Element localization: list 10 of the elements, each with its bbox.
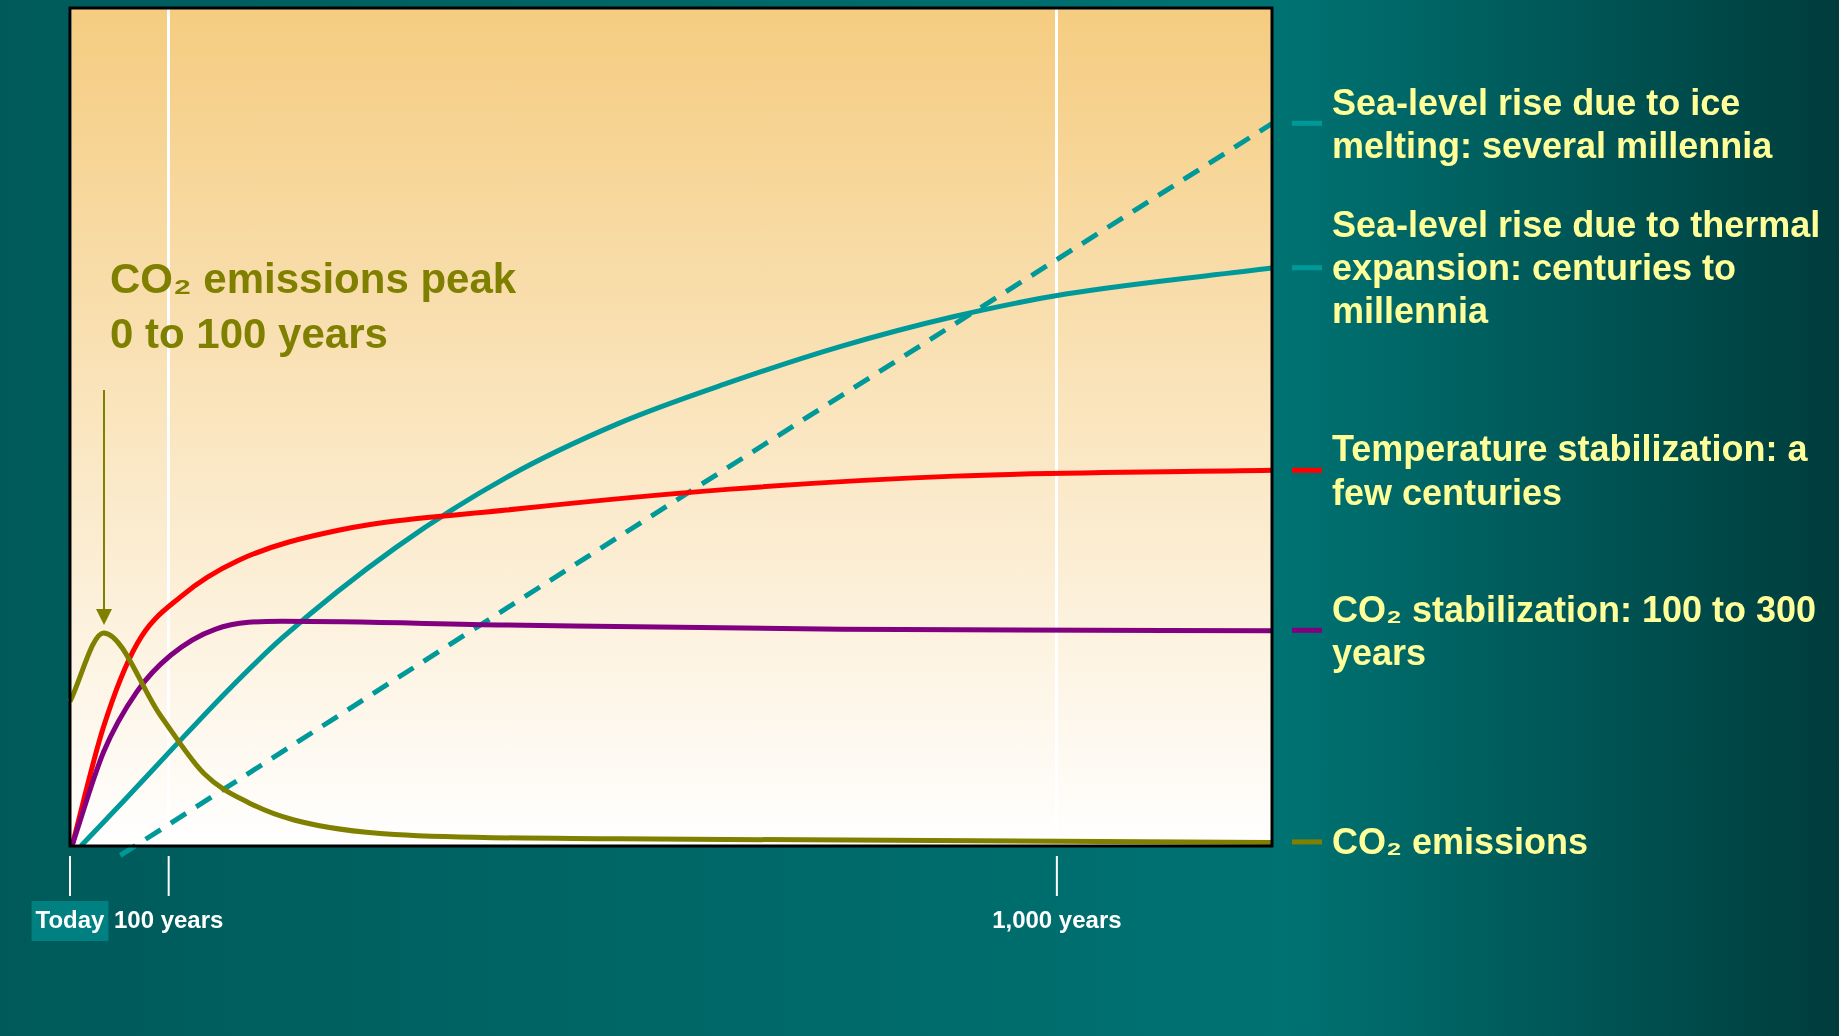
annotation: 0 to 100 years [110,310,388,358]
legend-label: CO₂ emissions [1332,820,1589,864]
legend-label: CO₂ stabilization: 100 to 300 years [1332,587,1818,674]
legend-label: Sea-level rise due to thermal expansion: centuries to millennia [1332,203,1822,333]
x-tick-label: 100 years [113,905,224,933]
legend-label: Sea-level rise due to ice melting: several millennia [1332,80,1774,167]
legend-label: Temperature stabilization: a few centuries [1332,427,1809,514]
annotation: CO₂ emissions peak [110,255,517,303]
x-tick-label: Today [35,905,106,933]
x-tick-label: 1,000 years [992,905,1122,933]
